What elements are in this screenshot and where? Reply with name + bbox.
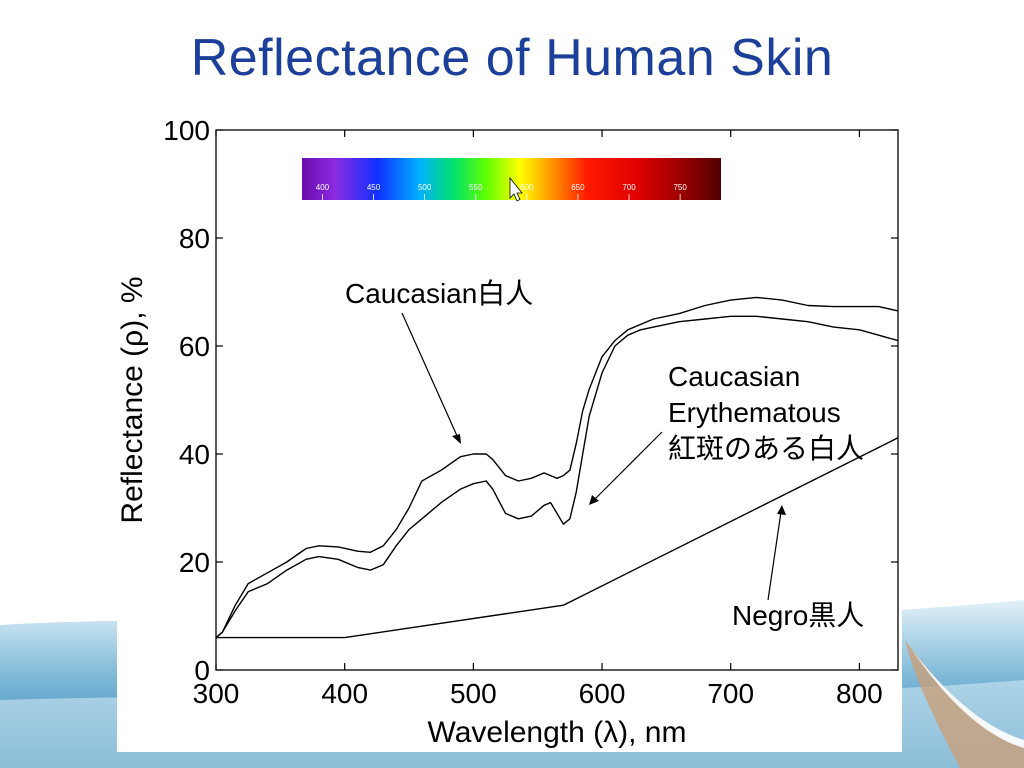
- x-tick-label: 400: [321, 678, 368, 709]
- series-caucasian-line: [215, 296, 899, 639]
- spectrum-label: 400: [316, 183, 330, 192]
- y-tick-label: 0: [194, 655, 210, 686]
- x-axis-label: Wavelength (λ), nm: [428, 716, 687, 749]
- spectrum-label: 450: [367, 183, 381, 192]
- y-tick-label: 20: [179, 547, 210, 578]
- series-caucasian-erythematous-line: [215, 315, 899, 639]
- spectrum-label: 600: [520, 183, 534, 192]
- x-tick-label: 800: [836, 678, 883, 709]
- annotation-caucasian-erythematous-2: Erythematous: [668, 397, 841, 428]
- series-negro-line: [216, 437, 899, 639]
- spectrum-label: 550: [469, 183, 483, 192]
- annotation-caucasian-erythematous-3: 紅斑のある白人: [668, 433, 864, 464]
- x-tick-label: 700: [707, 678, 754, 709]
- arrow-erythematous-shaft: [593, 431, 663, 501]
- arrow-negro-shaft: [767, 511, 782, 601]
- plot-frame: [215, 129, 899, 671]
- annotations: Caucasian白人 Caucasian Erythematous 紅斑のある…: [345, 278, 864, 631]
- annotation-caucasian-erythematous-1: Caucasian: [668, 361, 800, 392]
- spectrum-bar: 400 450 500 550 600 650 700 750: [302, 158, 721, 202]
- slide-title: Reflectance of Human Skin: [190, 29, 834, 87]
- mouse-pointer-icon: [509, 176, 523, 202]
- y-axis-label: Reflectance (ρ), %: [116, 276, 149, 523]
- y-tick-label: 80: [179, 223, 210, 254]
- arrow-caucasian-head: [452, 434, 461, 444]
- annotation-negro: Negro黒人: [732, 600, 864, 631]
- plot-panel: [117, 110, 902, 752]
- x-tick-label: 500: [450, 678, 497, 709]
- corner-swoosh-light: [912, 650, 1024, 748]
- spectrum-label: 500: [418, 183, 432, 192]
- y-tick-label: 40: [179, 439, 210, 470]
- arrow-caucasian-shaft: [401, 312, 459, 439]
- spectrum-label: 700: [622, 183, 636, 192]
- arrow-erythematous-head: [589, 495, 599, 505]
- arrow-negro-head: [777, 505, 786, 515]
- spectrum-label: 750: [673, 183, 687, 192]
- x-tick-label: 300: [193, 678, 240, 709]
- y-tick-label: 100: [163, 115, 210, 146]
- spectrum-label: 650: [571, 183, 585, 192]
- annotation-caucasian: Caucasian白人: [345, 278, 533, 309]
- y-tick-label: 60: [179, 331, 210, 362]
- corner-swoosh: [905, 640, 1024, 768]
- x-tick-label: 600: [579, 678, 626, 709]
